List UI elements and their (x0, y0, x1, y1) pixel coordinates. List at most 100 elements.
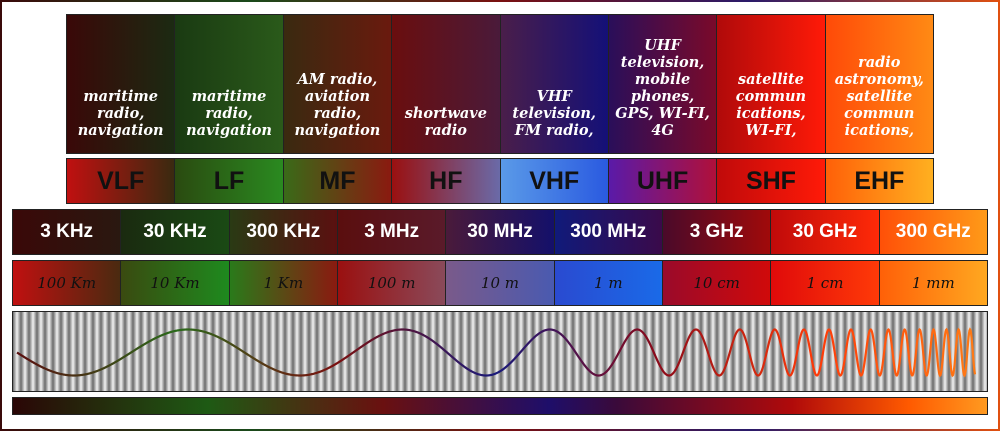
wavelength-cell-2: 1 Km (229, 261, 338, 305)
wavelength-cell-0: 100 Km (13, 261, 122, 305)
band-cell-label: EHF (854, 166, 905, 195)
application-cell-line: 4G (651, 122, 674, 139)
application-cell-3: shortwave radio (392, 15, 501, 153)
band-cell-label: VHF (529, 166, 580, 195)
waveform-line (16, 327, 977, 378)
wavelength-cell-1: 10 Km (121, 261, 230, 305)
band-cell-7: EHF (825, 159, 933, 203)
band-cell-6: SHF (717, 159, 826, 203)
application-cell-line: navigation (186, 122, 272, 139)
frequency-cell-label: 300 GHz (895, 221, 971, 242)
application-cell-line: radio (424, 122, 467, 139)
band-cell-4: VHF (500, 159, 609, 203)
wavelength-cell-6: 10 cm (662, 261, 772, 305)
frequency-cell-0: 3 KHz (13, 210, 122, 254)
band-cell-0: VLF (67, 159, 176, 203)
wavelength-cell-label: 10 m (480, 274, 520, 292)
application-cell-2: AM radio, aviation radio, navigation (283, 15, 393, 153)
wavelength-cell-label: 10 cm (693, 274, 740, 292)
frequency-cell-label: 3 KHz (40, 221, 94, 242)
application-cell-line: WI-FI, (745, 122, 797, 139)
band-cell-1: LF (175, 159, 284, 203)
band-cell-label: MF (319, 166, 356, 195)
application-cell-line: FM radio, (514, 122, 594, 139)
spectrum-color-bar (12, 397, 988, 415)
application-cell-4: VHF television, FM radio, (500, 15, 609, 153)
application-cell-line: navigation (294, 122, 381, 139)
application-cell-text: maritime radio, navigation (78, 88, 164, 139)
frequency-cell-7: 30 GHz (771, 210, 880, 254)
application-cell-line: radio (858, 54, 901, 71)
application-cell-line: commun (735, 88, 807, 105)
application-cell-5: UHF television, mobile phones, GPS, WI-FI, 4G (608, 15, 718, 153)
application-cell-line: radio, (205, 105, 253, 122)
application-cell-line: maritime (83, 88, 159, 105)
frequency-cell-label: 300 KHz (246, 221, 321, 242)
band-cell-2: MF (283, 159, 393, 203)
wavelength-cell-label: 10 Km (150, 274, 200, 292)
wavelength-cell-label: 1 Km (263, 274, 304, 292)
application-cell-line: ications, (844, 122, 914, 139)
application-cell-text: UHF television, mobile phones, GPS, WI-FI, 4G (615, 37, 710, 139)
wavelength-cell-label: 1 m (594, 274, 623, 292)
application-cell-line: television, (620, 54, 705, 71)
application-cell-line: aviation (304, 88, 370, 105)
application-cell-line: satellite (846, 88, 913, 105)
frequency-cell-4: 30 MHz (446, 210, 555, 254)
frequency-cell-2: 300 KHz (229, 210, 338, 254)
application-cell-6: satellite commun ications, WI-FI, (717, 15, 826, 153)
application-cell-line: mobile (634, 71, 691, 88)
band-names-row: VLF LF MF HF VHF UHF SHF EHF (66, 158, 934, 204)
band-cell-label: SHF (745, 166, 796, 195)
wavelength-cell-5: 1 m (554, 261, 663, 305)
frequency-cell-label: 3 MHz (364, 221, 420, 242)
wavelength-cell-label: 1 mm (911, 274, 955, 292)
band-cell-3: HF (392, 159, 501, 203)
frequency-cell-3: 3 MHz (337, 210, 447, 254)
wavelength-row: 100 Km 10 Km 1 Km 100 m 10 m 1 m 10 cm 1 cm 1 mm (12, 260, 988, 306)
frequency-cell-1: 30 KHz (121, 210, 230, 254)
application-cell-text: satellite commun ications, WI-FI, (736, 71, 806, 139)
frequency-cell-label: 30 GHz (792, 221, 858, 242)
application-cell-text: AM radio, aviation radio, navigation (295, 71, 381, 139)
application-cell-0: maritime radio, navigation (67, 15, 176, 153)
application-cell-text: VHF television, FM radio, (512, 88, 596, 139)
band-cell-label: HF (429, 166, 463, 195)
waveform-graphic (16, 327, 977, 378)
frequency-cell-8: 300 GHz (879, 210, 987, 254)
application-cell-line: ications, (736, 105, 806, 122)
band-cell-5: UHF (608, 159, 718, 203)
application-cell-line: phones, (630, 88, 695, 105)
application-cell-text: radio astronomy, satellite commun ications, (835, 54, 924, 139)
wavelength-cell-label: 100 m (367, 274, 416, 292)
band-cell-label: UHF (636, 166, 689, 195)
application-cell-7: radio astronomy, satellite commun ications, (825, 15, 933, 153)
application-cell-line: UHF (644, 37, 681, 54)
application-cell-line: astronomy, (834, 71, 924, 88)
applications-row: maritime radio, navigation maritime radio, na… (66, 14, 934, 154)
application-cell-line: television, (512, 105, 596, 122)
band-cell-label: VLF (97, 166, 145, 195)
application-cell-line: GPS, WI-FI, (615, 105, 710, 122)
wavelength-cell-7: 1 cm (771, 261, 880, 305)
frequency-cell-label: 30 MHz (467, 221, 533, 242)
application-cell-line: navigation (77, 122, 164, 139)
waveform-panel (12, 311, 988, 392)
application-cell-1: maritime radio, navigation (175, 15, 284, 153)
application-cell-line: AM radio, (297, 71, 378, 88)
application-cell-line: radio, (313, 105, 362, 122)
application-cell-line: satellite (737, 71, 804, 88)
wavelength-cell-label: 100 Km (37, 274, 97, 292)
frequency-cell-label: 30 KHz (143, 221, 207, 242)
wavelength-cell-label: 1 cm (806, 274, 844, 292)
application-cell-line: maritime (191, 88, 267, 105)
frequency-cell-5: 300 MHz (554, 210, 663, 254)
application-cell-line: radio, (96, 105, 145, 122)
wavelength-cell-8: 1 mm (879, 261, 987, 305)
frequency-cell-label: 3 GHz (689, 221, 744, 242)
wavelength-cell-3: 100 m (337, 261, 447, 305)
frequency-row: 3 KHz 30 KHz 300 KHz 3 MHz 30 MHz 300 MHz 3 GH… (12, 209, 988, 255)
wavelength-cell-4: 10 m (446, 261, 555, 305)
application-cell-text: shortwave radio (405, 105, 487, 139)
frequency-cell-6: 3 GHz (662, 210, 772, 254)
